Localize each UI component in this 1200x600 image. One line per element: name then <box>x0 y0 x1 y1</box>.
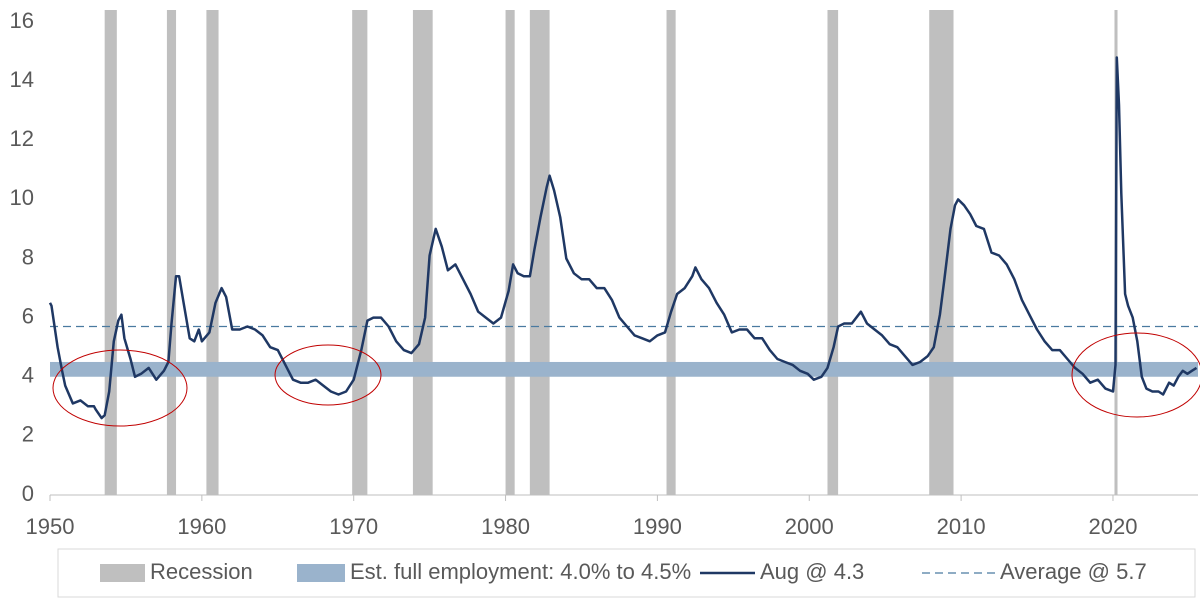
legend-swatch <box>297 564 345 582</box>
legend-box <box>57 548 1196 598</box>
annotation-ellipse <box>274 344 382 406</box>
x-tick-label: 2000 <box>785 514 834 539</box>
x-tick-label: 1990 <box>633 514 682 539</box>
recession-band <box>929 10 954 495</box>
y-tick-label: 10 <box>10 185 34 210</box>
y-tick-label: 4 <box>22 363 34 388</box>
full-employment-band <box>50 361 1198 377</box>
legend: Recession Est. full employment: 4.0% to 4… <box>100 559 1147 584</box>
x-tick-label: 1980 <box>481 514 530 539</box>
legend-swatch <box>100 564 145 582</box>
y-tick-label: 12 <box>10 126 34 151</box>
plot-area: 0 2 4 6 8 10 12 14 16 1950 1960 1970 1980 1990 2000 201… <box>10 8 1198 539</box>
legend-label: Est. full employment: 4.0% to 4.5% <box>350 559 691 584</box>
y-tick-label: 0 <box>22 481 34 506</box>
x-tick-label: 1960 <box>177 514 226 539</box>
annotation-ellipse <box>1071 332 1200 418</box>
recession-band <box>104 10 117 495</box>
x-tick-label: 2010 <box>937 514 986 539</box>
y-tick-label: 6 <box>22 303 34 328</box>
recession-band <box>206 10 219 495</box>
x-tick-label: 1950 <box>26 514 75 539</box>
y-tick-label: 16 <box>10 8 34 33</box>
x-tick-label: 1970 <box>329 514 378 539</box>
legend-label: Recession <box>150 559 253 584</box>
recession-band <box>352 10 368 495</box>
recession-band <box>827 10 839 495</box>
x-tick-label: 2020 <box>1088 514 1137 539</box>
recession-band <box>166 10 177 495</box>
legend-label: Average @ 5.7 <box>1000 559 1147 584</box>
legend-label: Aug @ 4.3 <box>760 559 864 584</box>
recession-band <box>666 10 676 495</box>
y-tick-label: 8 <box>22 244 34 269</box>
y-tick-label: 14 <box>10 67 34 92</box>
y-tick-label: 2 <box>22 422 34 447</box>
recession-band <box>505 10 515 495</box>
annotation-ellipse <box>52 349 188 427</box>
unemployment-line <box>48 56 1198 420</box>
